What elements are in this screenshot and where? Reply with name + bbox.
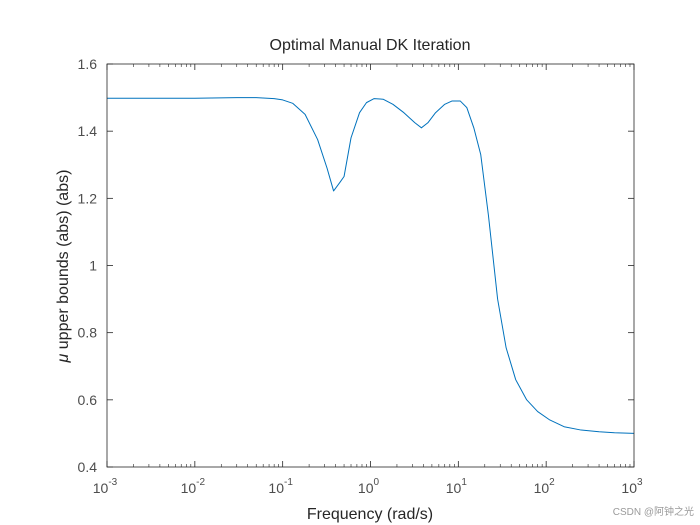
- x-tick-label-base: 10: [534, 480, 550, 496]
- y-axis-label-symbol: μ: [55, 353, 72, 363]
- x-tick-label: 100: [358, 477, 380, 496]
- x-tick-label: 10-3: [93, 477, 118, 496]
- x-tick-label-exponent: -3: [108, 477, 117, 488]
- y-axis-label: μ upper bounds (abs) (abs): [55, 170, 72, 364]
- data-layer: [107, 97, 635, 434]
- y-axis-label-text: upper bounds (abs) (abs): [55, 170, 72, 350]
- watermark: CSDN @阿钟之光: [613, 505, 694, 518]
- x-tick-label-base: 10: [268, 480, 284, 496]
- series-line: [107, 97, 635, 434]
- x-tick-label-exponent: 3: [637, 477, 643, 488]
- y-tick-label: 1: [89, 258, 97, 274]
- x-tick-label-base: 10: [93, 480, 109, 496]
- x-tick-label: 101: [446, 477, 468, 496]
- y-tick-label: 0.6: [78, 392, 98, 408]
- y-tick-label: 0.4: [78, 459, 98, 475]
- x-tick-label: 102: [534, 477, 556, 496]
- x-tick-label-base: 10: [446, 480, 462, 496]
- x-tick-label-exponent: -1: [284, 477, 293, 488]
- x-tick-label-base: 10: [621, 480, 637, 496]
- y-tick-label: 1.2: [78, 190, 98, 206]
- y-tick-label: 1.6: [78, 56, 98, 72]
- chart-title: Optimal Manual DK Iteration: [270, 37, 471, 54]
- y-tick-label: 1.4: [78, 123, 98, 139]
- tick-labels-layer: 10-3 10-2 10-1 100 101 102 1030.40.60.811.21.4…: [78, 56, 643, 496]
- x-tick-label-exponent: 2: [549, 477, 555, 488]
- x-tick-label: 10-2: [181, 477, 206, 496]
- x-tick-label-base: 10: [181, 480, 197, 496]
- x-tick-label: 103: [621, 477, 643, 496]
- y-tick-label: 0.8: [78, 325, 98, 341]
- x-tick-label-exponent: 0: [374, 477, 380, 488]
- x-tick-label-exponent: 1: [461, 477, 467, 488]
- x-tick-label-exponent: -2: [196, 477, 205, 488]
- x-tick-label: 10-1: [268, 477, 293, 496]
- x-axis-label: Frequency (rad/s): [307, 506, 433, 523]
- ticks-layer: [106, 63, 635, 468]
- plot-area: [107, 64, 634, 467]
- x-tick-label-base: 10: [358, 480, 374, 496]
